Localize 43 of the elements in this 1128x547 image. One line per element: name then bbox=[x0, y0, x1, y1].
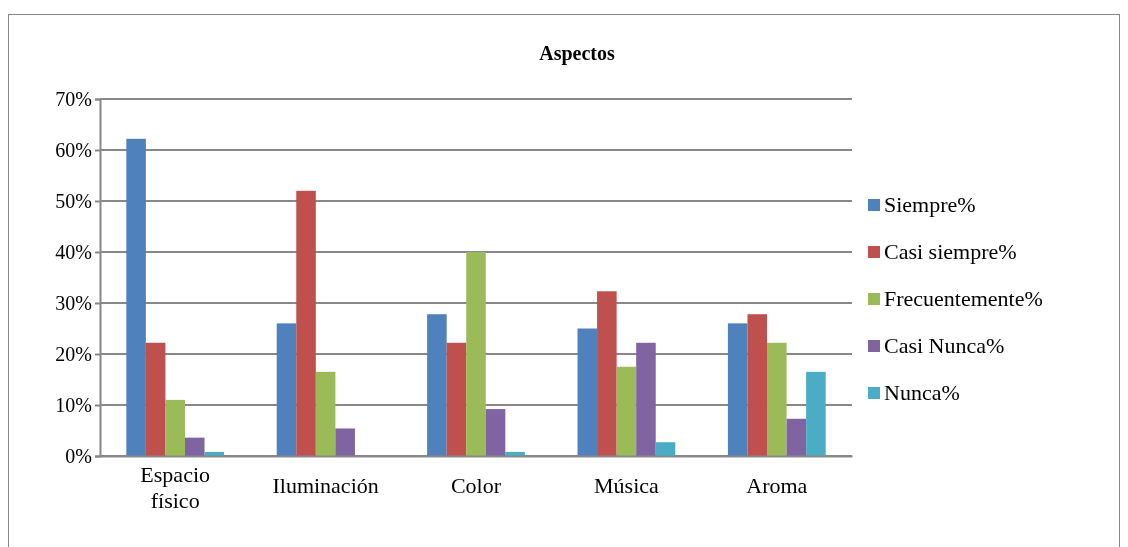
bar bbox=[597, 291, 617, 456]
bar bbox=[427, 314, 447, 456]
x-tick-label: Música bbox=[594, 473, 660, 498]
legend-label: Casi Nunca% bbox=[884, 333, 1005, 358]
bar bbox=[747, 314, 768, 456]
x-tick-label: Color bbox=[450, 473, 502, 498]
bar bbox=[204, 451, 225, 456]
y-tick-label: 50% bbox=[55, 189, 92, 212]
y-tick-label: 10% bbox=[55, 393, 92, 416]
chart-title: Aspectos bbox=[539, 42, 615, 65]
bar bbox=[727, 323, 748, 456]
bar bbox=[806, 371, 826, 456]
x-tick-label: Espacio físico bbox=[140, 462, 211, 513]
legend-label: Frecuentemente% bbox=[884, 286, 1043, 311]
bar bbox=[184, 437, 205, 456]
bar bbox=[485, 409, 506, 456]
bar bbox=[335, 428, 355, 456]
bar bbox=[577, 328, 598, 456]
bar bbox=[616, 366, 637, 456]
y-tick-label: 30% bbox=[55, 291, 92, 314]
bar bbox=[296, 190, 316, 456]
y-tick-label: 70% bbox=[55, 87, 92, 110]
bar bbox=[126, 138, 146, 456]
legend-label: Casi siempre% bbox=[884, 239, 1017, 264]
y-tick-label: 40% bbox=[55, 240, 92, 263]
bar bbox=[655, 442, 676, 456]
y-tick-label: 20% bbox=[55, 342, 92, 365]
x-tick-label: Aroma bbox=[746, 473, 808, 498]
bar bbox=[636, 342, 656, 456]
bar bbox=[767, 342, 787, 456]
y-tick-label: 60% bbox=[55, 138, 92, 161]
legend-label: Siempre% bbox=[884, 192, 976, 217]
bar bbox=[165, 399, 185, 456]
bar bbox=[145, 342, 166, 456]
y-tick-label: 0% bbox=[65, 444, 92, 467]
bar bbox=[276, 323, 297, 456]
bar bbox=[315, 371, 336, 456]
bar bbox=[446, 342, 467, 456]
bar bbox=[466, 252, 486, 456]
x-tick-label: Iluminación bbox=[272, 473, 379, 498]
legend-label: Nunca% bbox=[884, 380, 960, 405]
bar bbox=[505, 451, 525, 456]
bar bbox=[786, 418, 807, 456]
